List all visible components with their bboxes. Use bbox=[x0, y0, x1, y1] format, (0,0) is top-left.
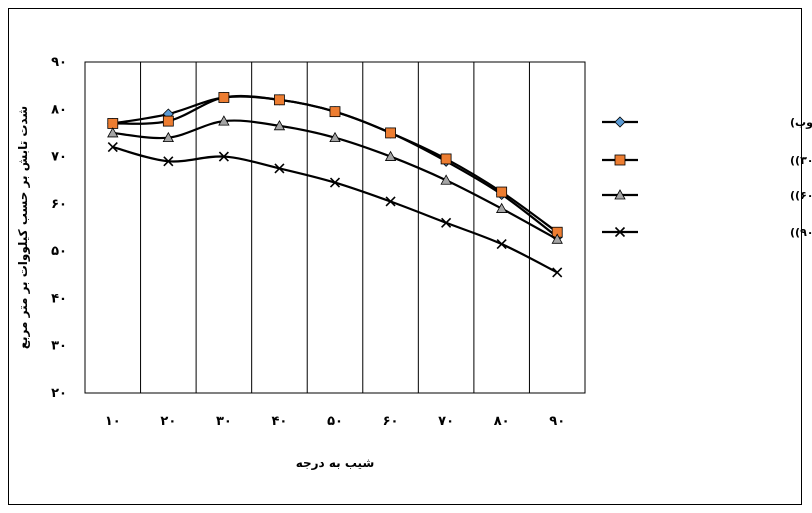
y-tick-label: ۸۰ bbox=[51, 102, 67, 117]
data-point bbox=[614, 226, 626, 238]
y-tick-label: ۹۰ bbox=[51, 55, 67, 70]
data-point bbox=[614, 154, 626, 166]
data-point bbox=[552, 267, 563, 278]
legend-item: شدت تابش(آزیموت شرق و غرب(۶۰)) bbox=[602, 188, 812, 202]
data-point bbox=[218, 115, 230, 126]
data-point bbox=[496, 186, 508, 198]
data-point bbox=[274, 163, 285, 174]
data-point bbox=[218, 92, 230, 103]
data-point bbox=[441, 217, 452, 228]
x-tick-label: ۸۰ bbox=[494, 414, 510, 429]
series-3 bbox=[107, 115, 563, 244]
legend: شدت تابش(آزیموت جنوب) شدت تابش(آزیموت شرق… bbox=[602, 115, 812, 239]
data-point bbox=[163, 156, 174, 167]
data-point bbox=[384, 150, 397, 161]
data-point bbox=[329, 131, 341, 143]
data-point bbox=[107, 127, 119, 138]
data-point bbox=[551, 233, 563, 244]
legend-label: شدت تابش(آزیموت شرق و غرب(۹۰)) bbox=[790, 225, 812, 239]
series-group bbox=[107, 91, 563, 278]
data-point bbox=[496, 238, 507, 250]
legend-item: شدت تابش(آزیموت شرق و غرب(۳۰)) bbox=[602, 153, 812, 167]
data-point bbox=[495, 202, 508, 213]
x-tick-label: ۵۰ bbox=[327, 414, 343, 429]
x-tick-label: ۲۰ bbox=[160, 414, 176, 429]
data-point bbox=[440, 174, 452, 185]
y-axis-ticks: ۲۰ ۳۰ ۴۰ ۵۰ ۶۰ ۷۰ ۸۰ ۹۰ bbox=[51, 55, 67, 401]
series-line bbox=[112, 146, 558, 274]
gridlines bbox=[140, 62, 530, 393]
legend-label: شدت تابش(آزیموت جنوب) bbox=[790, 115, 812, 129]
y-tick-label: ۶۰ bbox=[51, 197, 67, 212]
data-point bbox=[614, 189, 626, 200]
y-axis-title: شدت تابش بر حسب کیلووات بر متر مربع bbox=[16, 106, 31, 349]
legend-item: شدت تابش(آزیموت جنوب) bbox=[602, 115, 812, 129]
x-tick-label: ۶۰ bbox=[383, 414, 399, 429]
data-point bbox=[440, 153, 452, 165]
x-tick-label: ۳۰ bbox=[216, 414, 232, 429]
x-tick-label: ۹۰ bbox=[549, 414, 565, 429]
data-point bbox=[162, 131, 175, 143]
data-point bbox=[162, 115, 174, 127]
y-tick-label: ۳۰ bbox=[51, 339, 67, 354]
x-axis-ticks: ۱۰ ۲۰ ۳۰ ۴۰ ۵۰ ۶۰ ۷۰ ۸۰ ۹۰ bbox=[105, 414, 565, 429]
y-tick-label: ۴۰ bbox=[51, 291, 67, 306]
x-axis-title: شیب به درجه bbox=[296, 456, 375, 470]
legend-label: شدت تابش(آزیموت شرق و غرب(۳۰)) bbox=[790, 153, 812, 167]
data-point bbox=[385, 127, 396, 139]
y-tick-label: ۵۰ bbox=[51, 244, 67, 259]
y-tick-label: ۲۰ bbox=[51, 386, 67, 401]
series-2 bbox=[107, 92, 563, 238]
y-tick-label: ۷۰ bbox=[51, 150, 67, 165]
x-tick-label: ۷۰ bbox=[438, 414, 454, 429]
legend-item: شدت تابش(آزیموت شرق و غرب(۹۰)) bbox=[602, 225, 812, 239]
legend-label: شدت تابش(آزیموت شرق و غرب(۶۰)) bbox=[790, 188, 812, 202]
data-point bbox=[218, 151, 229, 162]
data-point bbox=[614, 116, 626, 128]
data-point bbox=[385, 196, 396, 207]
x-tick-label: ۱۰ bbox=[105, 414, 121, 429]
data-point bbox=[274, 94, 285, 106]
series-4 bbox=[107, 142, 563, 278]
data-point bbox=[107, 118, 119, 129]
data-point bbox=[329, 177, 341, 188]
x-tick-label: ۴۰ bbox=[272, 414, 288, 429]
data-point bbox=[107, 142, 118, 153]
data-point bbox=[329, 106, 341, 118]
plot-area bbox=[84, 61, 586, 394]
data-point bbox=[273, 120, 286, 131]
